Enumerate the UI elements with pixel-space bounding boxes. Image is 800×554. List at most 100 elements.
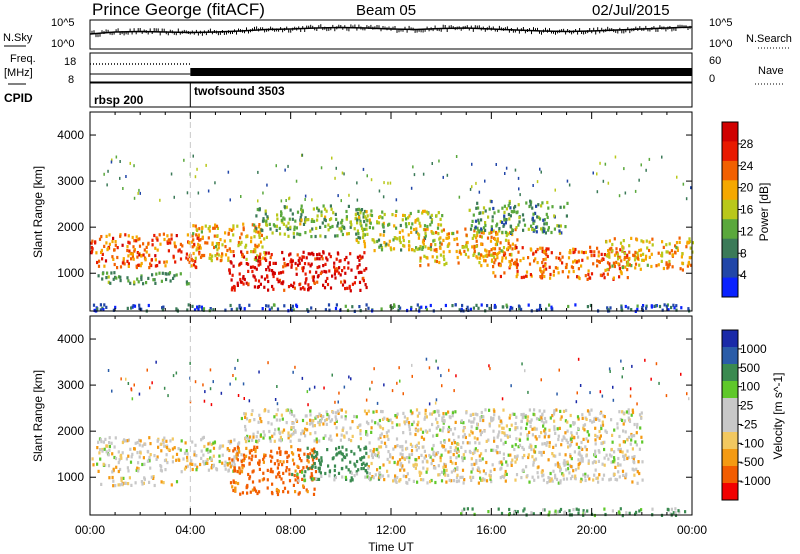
heatmap-cell — [632, 457, 635, 461]
heatmap-cell — [233, 284, 236, 289]
heatmap-cell — [513, 412, 516, 416]
heatmap-cell — [638, 248, 641, 253]
heatmap-cell — [645, 306, 648, 310]
heatmap-cell — [536, 247, 539, 252]
heatmap-cell — [316, 257, 319, 261]
heatmap-cell — [551, 205, 554, 209]
heatmap-cell — [255, 227, 258, 231]
heatmap-cell — [572, 260, 575, 264]
heatmap-cell — [154, 246, 157, 250]
heatmap-cell — [645, 254, 648, 258]
heatmap-cell — [580, 454, 583, 458]
heatmap-cell — [129, 460, 133, 464]
noise-right-tick-top: 10^5 — [709, 17, 733, 29]
heatmap-cell — [630, 413, 633, 417]
colorbar-tick-label: -500 — [740, 455, 764, 469]
heatmap-cell — [632, 468, 635, 472]
heatmap-cell — [237, 358, 239, 362]
heatmap-cell — [386, 417, 389, 421]
heatmap-cell — [613, 460, 616, 464]
velocity-colorbar-label: Velocity [m s^-1] — [771, 373, 785, 460]
heatmap-cell — [312, 455, 315, 460]
heatmap-cell — [327, 303, 331, 307]
heatmap-cell — [502, 457, 505, 461]
heatmap-cell — [574, 474, 577, 478]
heatmap-cell — [242, 255, 246, 259]
heatmap-cell — [430, 213, 433, 217]
heatmap-cell — [273, 432, 276, 436]
heatmap-cell — [514, 460, 517, 464]
colorbar-tick-label: -100 — [740, 436, 764, 450]
heatmap-cell — [135, 265, 138, 270]
heatmap-cell — [543, 409, 546, 413]
heatmap-cell — [461, 456, 464, 460]
heatmap-cell — [105, 241, 108, 245]
heatmap-cell — [99, 303, 102, 307]
heatmap-cell — [398, 230, 401, 234]
heatmap-cell — [179, 257, 183, 261]
heatmap-cell — [505, 460, 508, 464]
heatmap-cell — [217, 253, 220, 257]
heatmap-cell — [355, 208, 358, 212]
heatmap-cell — [242, 222, 245, 226]
heatmap-cell — [588, 477, 591, 481]
heatmap-cell — [642, 304, 645, 308]
heatmap-cell — [315, 477, 318, 481]
heatmap-cell — [340, 226, 343, 230]
heatmap-cell — [356, 425, 359, 429]
heatmap-cell — [253, 488, 256, 492]
heatmap-cell — [335, 453, 338, 457]
heatmap-cell — [197, 242, 200, 246]
heatmap-cell — [667, 508, 670, 512]
heatmap-cell — [414, 466, 417, 470]
heatmap-cell — [317, 477, 321, 481]
heatmap-cell — [232, 480, 235, 484]
heatmap-cell — [268, 262, 271, 267]
heatmap-cell — [573, 421, 576, 425]
heatmap-cell — [435, 214, 438, 218]
heatmap-cell — [355, 238, 358, 243]
heatmap-cell — [147, 241, 150, 245]
heatmap-cell — [242, 282, 245, 286]
heatmap-cell — [268, 436, 271, 440]
heatmap-cell — [254, 250, 257, 254]
heatmap-cell — [263, 433, 266, 437]
heatmap-cell — [462, 481, 465, 485]
heatmap-cell — [439, 428, 442, 432]
heatmap-cell — [516, 454, 519, 458]
heatmap-cell — [442, 426, 445, 430]
heatmap-cell — [430, 248, 433, 252]
heatmap-cell — [482, 230, 485, 234]
heatmap-cell — [639, 267, 642, 271]
heatmap-cell — [131, 235, 134, 240]
heatmap-cell — [558, 231, 561, 235]
heatmap-cell — [192, 224, 195, 228]
heatmap-cell — [587, 433, 591, 437]
heatmap-cell — [557, 481, 560, 485]
heatmap-cell — [334, 269, 337, 273]
heatmap-cell — [627, 455, 630, 459]
heatmap-cell — [397, 308, 400, 312]
heatmap-cell — [108, 436, 111, 440]
heatmap-cell — [140, 254, 143, 258]
heatmap-cell — [353, 452, 356, 456]
heatmap-cell — [441, 384, 443, 388]
heatmap-cell — [486, 236, 490, 240]
heatmap-cell — [376, 454, 379, 458]
heatmap-cell — [584, 445, 587, 449]
heatmap-cell — [497, 433, 500, 437]
heatmap-cell — [409, 442, 412, 446]
heatmap-cell — [480, 229, 483, 233]
heatmap-cell — [378, 245, 381, 249]
heatmap-cell — [498, 430, 501, 434]
heatmap-cell — [363, 409, 367, 413]
heatmap-cell — [331, 274, 334, 278]
heatmap-cell — [641, 258, 644, 262]
heatmap-cell — [383, 383, 385, 387]
heatmap-cell — [126, 248, 129, 253]
heatmap-cell — [129, 447, 132, 451]
heatmap-cell — [331, 156, 333, 160]
heatmap-cell — [488, 207, 491, 211]
heatmap-cell — [510, 230, 513, 235]
heatmap-cell — [291, 421, 294, 425]
